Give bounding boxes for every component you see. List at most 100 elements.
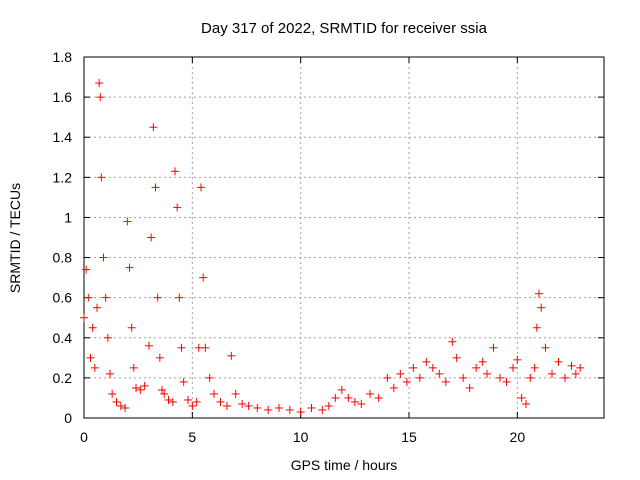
data-point [216, 397, 225, 406]
data-point [472, 363, 481, 372]
x-tick-label: 15 [401, 429, 417, 445]
data-point [201, 343, 210, 352]
data-point [82, 265, 91, 274]
data-point [357, 399, 366, 408]
data-point [88, 323, 97, 332]
tick-labels: 0 0.2 0.4 0.6 0.8 1 1.2 1.4 1.6 1.8 0 5 10 15 20 [53, 49, 526, 445]
data-point [96, 93, 105, 102]
data-point [90, 363, 99, 372]
data-point [285, 405, 294, 414]
data-point [84, 293, 93, 302]
data-point [97, 173, 106, 182]
y-tick-label: 0.2 [53, 370, 73, 386]
y-tick-label: 0.8 [53, 250, 73, 266]
y-tick-label: 1.8 [53, 49, 73, 65]
data-point [561, 373, 569, 382]
data-point [99, 253, 108, 262]
data-point [344, 393, 353, 402]
plot-frame [83, 56, 605, 419]
data-point [483, 369, 491, 378]
y-tick-label: 0 [64, 410, 72, 426]
data-point [275, 403, 283, 412]
data-point [571, 369, 580, 378]
data-point [513, 355, 522, 364]
data-point [93, 303, 101, 312]
data-point [448, 337, 457, 346]
x-tick-label: 20 [510, 429, 526, 445]
data-point [95, 79, 104, 88]
data-point [231, 389, 240, 398]
data-point [331, 393, 340, 402]
data-point [197, 183, 205, 192]
data-points [80, 79, 585, 416]
data-point [140, 381, 149, 390]
data-point [101, 293, 110, 302]
data-point [264, 405, 273, 414]
data-point [530, 363, 539, 372]
data-point [415, 373, 424, 382]
x-tick-label: 5 [188, 429, 196, 445]
y-tick-label: 1.6 [53, 89, 73, 105]
data-point [389, 383, 398, 392]
data-point [173, 203, 182, 212]
data-point [132, 383, 140, 392]
data-point [537, 303, 546, 312]
data-point [441, 377, 450, 386]
y-tick-label: 0.4 [53, 330, 73, 346]
data-point [296, 407, 305, 416]
data-point [205, 373, 214, 382]
data-point [409, 363, 418, 372]
data-point [121, 403, 130, 412]
data-point [188, 401, 197, 410]
data-point [428, 363, 437, 372]
data-point [108, 389, 117, 398]
data-point [106, 369, 114, 378]
data-point [127, 323, 136, 332]
data-point [164, 395, 173, 404]
data-point [147, 233, 156, 242]
data-point [238, 399, 247, 408]
data-point [123, 217, 132, 226]
data-point [554, 357, 563, 366]
data-point [337, 385, 346, 394]
data-point [489, 343, 498, 352]
data-point [517, 393, 526, 402]
data-point [116, 401, 125, 410]
data-point [396, 369, 405, 378]
data-point [318, 405, 327, 414]
data-point [496, 373, 504, 382]
data-point [80, 313, 88, 322]
data-point [136, 385, 145, 394]
data-point [125, 263, 134, 272]
data-point [244, 401, 253, 410]
data-point [350, 397, 359, 406]
data-point [548, 369, 556, 378]
data-point [465, 383, 474, 392]
data-point [171, 167, 179, 176]
data-point [307, 403, 316, 412]
data-point [199, 273, 208, 282]
y-axis-label: SRMTID / TECUs [7, 183, 23, 293]
data-point [567, 361, 576, 370]
data-point [155, 353, 164, 362]
data-point [145, 341, 153, 350]
x-axis-label: GPS time / hours [291, 457, 398, 473]
y-tick-label: 1.2 [53, 169, 73, 185]
grid [84, 57, 604, 418]
data-point [402, 377, 411, 386]
data-point [160, 389, 169, 398]
data-point [153, 293, 162, 302]
data-point [210, 389, 218, 398]
chart-title: Day 317 of 2022, SRMTID for receiver ssi… [201, 20, 488, 37]
data-point [149, 123, 158, 132]
data-point [509, 363, 517, 372]
data-point [103, 333, 112, 342]
data-point [452, 353, 461, 362]
data-point [129, 363, 138, 372]
y-tick-label: 0.6 [53, 290, 73, 306]
ticks [83, 56, 604, 419]
data-point [502, 377, 511, 386]
data-point [177, 343, 186, 352]
data-point [522, 399, 530, 408]
